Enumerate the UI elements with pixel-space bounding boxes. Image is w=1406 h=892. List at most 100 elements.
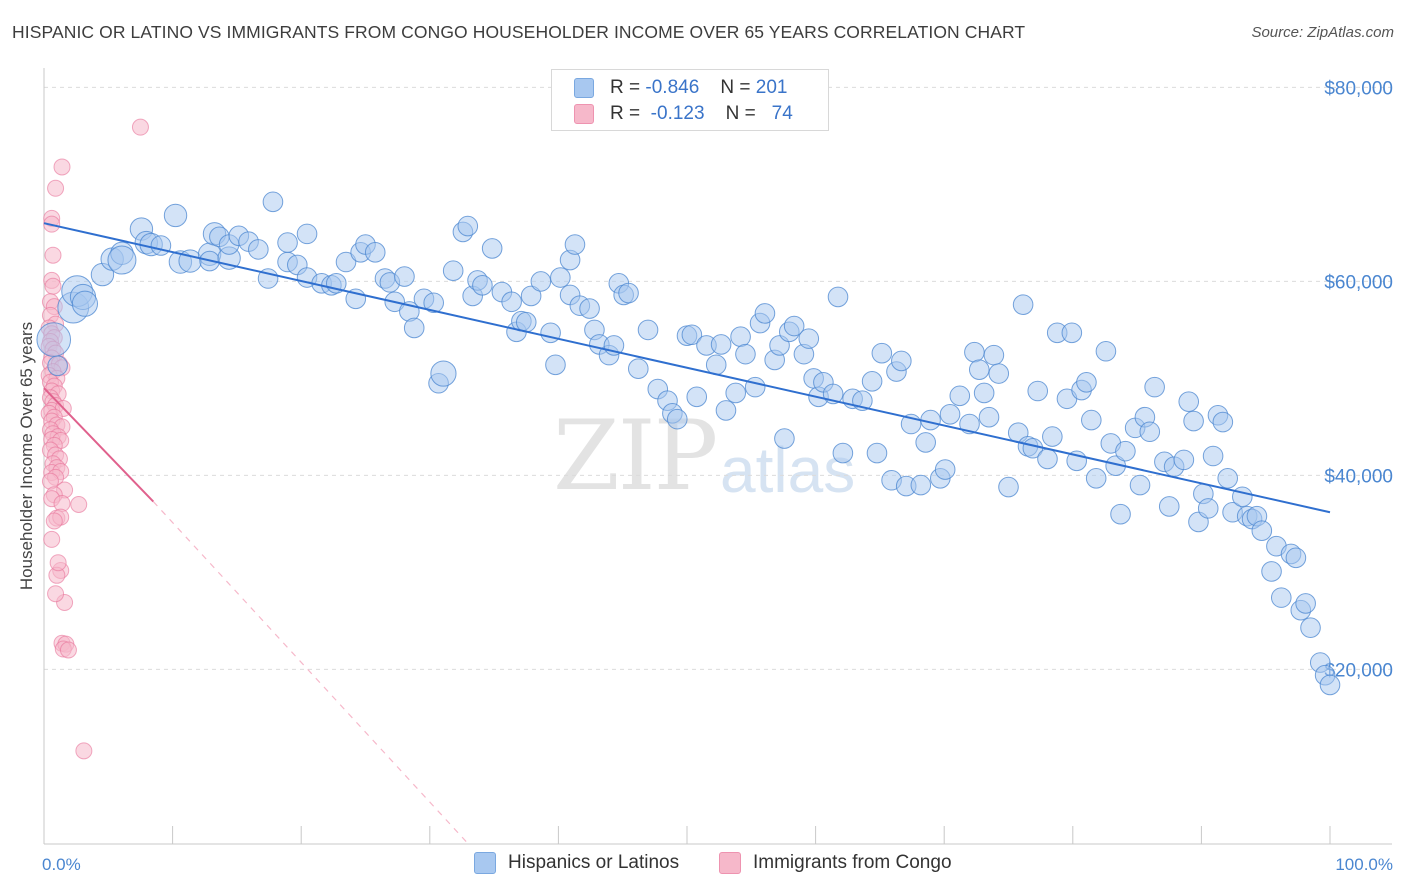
hispanic-point	[998, 476, 1019, 498]
hispanic-point	[1129, 474, 1151, 496]
legend-r-value: -0.123	[650, 103, 705, 124]
hispanic-point	[1197, 498, 1219, 519]
hispanic-point	[666, 408, 688, 430]
legend-row-congo: R = -0.123 N = 74	[574, 101, 793, 127]
gridlines	[44, 86, 1392, 670]
hispanic-point	[627, 358, 649, 380]
legend-r-value: -0.846	[645, 77, 700, 98]
hispanic-point	[910, 474, 932, 496]
y-tick-labels: $80,000 $60,000 $40,000 $20,000	[1324, 78, 1393, 681]
hispanic-point	[442, 260, 464, 282]
y-tick-label: $40,000	[1324, 466, 1393, 487]
hispanic-point	[725, 382, 747, 404]
x-tick-label-max: 100.0%	[1335, 855, 1393, 874]
hispanic-point	[423, 292, 444, 314]
hispanic-point	[866, 442, 888, 464]
y-axis-title: Householder Income Over 65 years	[17, 322, 36, 590]
hispanic-point	[403, 317, 425, 339]
hispanic-point	[774, 428, 795, 449]
hispanic-point	[934, 459, 956, 480]
hispanic-point	[1319, 674, 1341, 696]
hispanic-point	[296, 223, 318, 245]
hispanic-point	[735, 343, 756, 365]
hispanic-point	[871, 342, 893, 364]
hispanic-point	[1012, 294, 1034, 315]
hispanic-point	[150, 235, 172, 256]
congo-trend-extension	[152, 501, 469, 845]
hispanic-point	[964, 341, 985, 363]
hispanic-point	[107, 245, 137, 275]
hispanic-point	[1202, 445, 1224, 467]
legend-r-label: R =	[610, 103, 641, 124]
hispanic-point	[515, 311, 537, 333]
hispanic-point	[47, 355, 68, 377]
hispanic-point	[1027, 380, 1049, 402]
hispanic-point	[1158, 496, 1180, 517]
hispanic-point	[1183, 410, 1204, 432]
hispanic-point	[968, 359, 990, 380]
hispanic-point	[681, 324, 703, 346]
hispanic-point	[783, 315, 805, 337]
hispanic-point	[1076, 371, 1097, 393]
congo-trend-line	[43, 387, 155, 503]
hispanic-point	[1095, 340, 1117, 362]
hispanic-point	[457, 215, 479, 237]
hispanic-point	[257, 268, 279, 289]
congo-point	[47, 179, 65, 197]
congo-point	[53, 158, 71, 176]
bottom-legend-swatch-pink	[719, 852, 741, 874]
watermark-zip: ZIP	[553, 400, 718, 512]
y-tick-label: $80,000	[1324, 78, 1393, 99]
hispanic-point	[1270, 587, 1292, 608]
hispanic-point	[1139, 421, 1161, 443]
congo-point	[59, 641, 77, 659]
hispanic-point	[827, 286, 849, 308]
hispanic-point	[550, 267, 571, 288]
hispanic-point	[637, 319, 659, 341]
hispanic-point	[798, 328, 820, 349]
legend-swatch-blue	[574, 78, 594, 98]
x-ticks	[43, 826, 1331, 844]
hispanic-point	[710, 334, 732, 355]
hispanic-point	[579, 298, 600, 319]
hispanic-point	[618, 282, 639, 304]
hispanic-point	[501, 291, 522, 313]
hispanic-point	[949, 385, 971, 407]
hispanic-point	[715, 400, 737, 421]
hispanic-point	[1300, 617, 1321, 638]
hispanic-point	[1285, 547, 1307, 569]
hispanic-point	[520, 285, 542, 307]
congo-points	[40, 118, 149, 760]
hispanic-point	[36, 322, 72, 357]
hispanic-point	[364, 242, 386, 263]
legend-n-value: 74	[771, 103, 793, 124]
hispanic-point	[832, 442, 854, 464]
hispanic-point	[1085, 468, 1107, 489]
congo-point	[43, 530, 61, 548]
hispanic-point	[277, 232, 298, 253]
legend-swatch-pink	[574, 104, 594, 124]
hispanic-point	[262, 191, 284, 213]
congo-point	[49, 554, 67, 572]
hispanic-point	[891, 350, 912, 372]
hispanic-point	[988, 363, 1010, 384]
legend-n-label: N =	[725, 103, 756, 124]
hispanic-point	[1144, 376, 1165, 398]
hispanic-points	[36, 191, 1341, 696]
hispanic-point	[1212, 411, 1234, 433]
hispanic-point	[472, 274, 493, 296]
hispanic-point	[861, 371, 883, 392]
bottom-legend-swatch-blue	[474, 852, 496, 874]
hispanic-point	[163, 203, 188, 228]
hispanic-point	[705, 354, 727, 376]
hispanic-point	[1217, 468, 1239, 489]
hispanic-point	[1110, 503, 1131, 525]
hispanic-point	[1061, 322, 1083, 344]
bottom-legend-label: Immigrants from Congo	[753, 852, 952, 873]
congo-point	[70, 496, 88, 513]
bottom-legend-congo: Immigrants from Congo	[719, 852, 952, 874]
legend-r-label: R =	[610, 77, 641, 98]
x-tick-label-min: 0.0%	[42, 855, 81, 874]
congo-point	[44, 277, 62, 295]
